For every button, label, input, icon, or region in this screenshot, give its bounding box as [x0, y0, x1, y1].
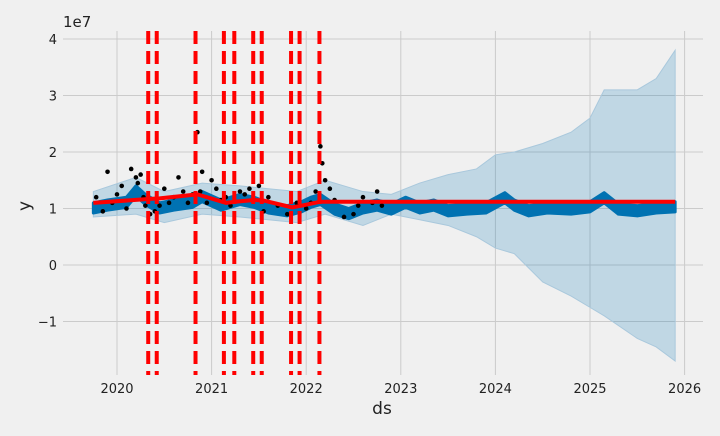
observed-point	[247, 186, 252, 192]
x-tick-label: 2025	[573, 382, 606, 397]
observed-point	[114, 192, 120, 197]
observed-point	[284, 211, 290, 217]
changepoint-lines	[146, 31, 322, 375]
y-tick-label: 1	[49, 203, 57, 218]
observed-point	[351, 211, 356, 217]
observed-point	[313, 189, 318, 194]
observed-point	[327, 186, 333, 192]
observed-point	[143, 203, 148, 208]
observed-point	[133, 175, 139, 180]
observed-point	[199, 169, 205, 175]
x-tick-label: 2021	[195, 382, 228, 397]
observed-point	[228, 203, 233, 208]
observed-point	[266, 194, 271, 200]
x-tick-label: 2020	[100, 382, 133, 397]
observed-point	[256, 183, 262, 189]
observed-point	[197, 189, 203, 194]
x-tick-label: 2022	[290, 382, 323, 397]
observed-point	[105, 169, 110, 175]
observed-point	[341, 214, 347, 220]
y-scale-label: 1e7	[63, 13, 91, 31]
y-tick-label: 4	[49, 33, 57, 48]
y-tick-label: 2	[49, 146, 57, 161]
x-tick-label: 2023	[384, 382, 417, 397]
observed-point	[209, 177, 214, 183]
observed-point	[185, 200, 191, 206]
observed-point	[135, 180, 141, 186]
observed-point	[355, 203, 361, 208]
x-tick-label: 2026	[668, 382, 701, 397]
x-tick-label: 2024	[479, 382, 512, 397]
observed-point	[318, 144, 323, 149]
observed-point	[128, 166, 134, 172]
observed-point	[157, 203, 162, 208]
observed-point	[303, 206, 309, 211]
observed-point	[374, 189, 380, 194]
observed-point	[214, 186, 219, 192]
observed-point	[242, 192, 248, 197]
observed-point	[124, 206, 129, 211]
observed-point	[379, 203, 385, 208]
observed-point	[204, 200, 210, 206]
observed-point	[166, 200, 172, 206]
observed-point	[360, 194, 366, 200]
y-tick-label: −1	[38, 316, 57, 331]
y-axis-ticks: −1 0 1 2 3 4	[38, 33, 57, 331]
trend-polyline	[93, 192, 676, 210]
observed-point	[100, 209, 106, 214]
observed-point	[138, 172, 143, 177]
observed-point	[237, 189, 243, 194]
observed-point	[322, 177, 328, 183]
x-axis-ticks: 2020 2021 2022 2023 2024 2025 2026	[100, 382, 701, 397]
observed-point	[176, 175, 181, 180]
trend-line	[93, 192, 676, 210]
y-tick-label: 0	[49, 259, 57, 274]
observed-point	[93, 194, 99, 200]
observed-point	[162, 186, 167, 192]
x-axis-label: ds	[372, 399, 392, 419]
y-axis-label: y	[15, 201, 35, 211]
observed-point	[180, 189, 186, 194]
y-tick-label: 3	[49, 90, 57, 105]
observed-point	[119, 183, 125, 189]
